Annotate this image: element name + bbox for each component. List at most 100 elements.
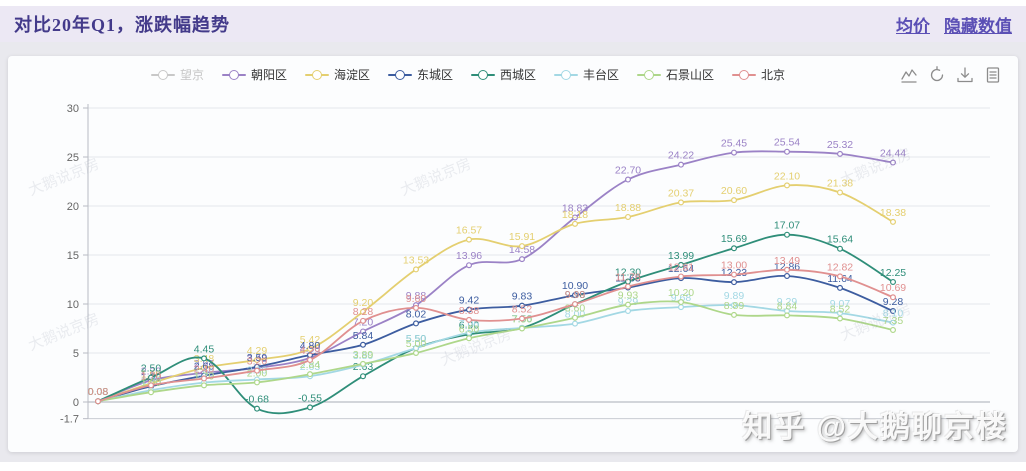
- legend-item-fengtai[interactable]: 丰台区: [554, 66, 619, 83]
- svg-text:3.89: 3.89: [353, 349, 374, 361]
- svg-text:3.80: 3.80: [353, 350, 374, 362]
- svg-text:12.30: 12.30: [615, 266, 641, 278]
- legend-line-dot-icon: [471, 69, 495, 80]
- chart-toolbar: [900, 66, 1002, 84]
- legend-label: 望京: [179, 68, 204, 82]
- toggle-line-chart-icon[interactable]: [900, 66, 918, 84]
- svg-text:2.63: 2.63: [300, 361, 321, 373]
- legend-item-beijing[interactable]: 北京: [732, 66, 785, 83]
- legend-item-dongcheng[interactable]: 东城区: [387, 66, 453, 83]
- chart-legend: 望京 朝阳区 海淀区 东城区 西城区 丰台区 石景山区 北京: [8, 66, 928, 83]
- legend-line-dot-icon: [637, 69, 662, 80]
- restore-icon[interactable]: [928, 66, 946, 84]
- svg-text:22.70: 22.70: [615, 165, 641, 177]
- svg-text:8.52: 8.52: [512, 304, 533, 316]
- svg-text:5.84: 5.84: [353, 330, 374, 342]
- svg-text:4.29: 4.29: [247, 345, 268, 357]
- svg-text:9.98: 9.98: [565, 289, 586, 301]
- svg-text:24.22: 24.22: [668, 150, 694, 162]
- svg-text:8.28: 8.28: [353, 306, 374, 318]
- header-bar: 对比20年Q1，涨跌幅趋势 均价 隐藏数值: [0, 6, 1026, 42]
- svg-text:-0.68: -0.68: [245, 394, 269, 406]
- svg-text:1.98: 1.98: [194, 368, 215, 380]
- svg-text:1.70: 1.70: [141, 370, 162, 382]
- svg-text:3.59: 3.59: [247, 352, 268, 364]
- svg-text:0.08: 0.08: [88, 386, 109, 398]
- svg-text:2.40: 2.40: [194, 363, 215, 375]
- legend-label: 朝阳区: [250, 68, 287, 82]
- data-view-icon[interactable]: [984, 66, 1002, 84]
- legend-item-wangjing[interactable]: 望京: [150, 66, 204, 83]
- svg-text:12.25: 12.25: [880, 267, 906, 279]
- svg-text:18.38: 18.38: [880, 207, 906, 219]
- svg-text:25: 25: [67, 152, 79, 164]
- series-丰台区: 0.081.201.982.302.633.805.507.067.568.00…: [88, 290, 904, 405]
- svg-text:4.29: 4.29: [300, 345, 321, 357]
- legend-item-shijingshan[interactable]: 石景山区: [637, 66, 714, 83]
- svg-text:0: 0: [73, 397, 79, 409]
- legend-label: 北京: [761, 68, 786, 82]
- svg-text:15.64: 15.64: [827, 234, 853, 246]
- svg-text:2.68: 2.68: [194, 361, 215, 373]
- svg-text:0.08: 0.08: [88, 386, 109, 398]
- legend-item-chaoyang[interactable]: 朝阳区: [221, 66, 287, 83]
- svg-text:5.50: 5.50: [406, 333, 427, 345]
- svg-text:8.38: 8.38: [459, 305, 480, 317]
- svg-text:9.83: 9.83: [512, 291, 533, 303]
- legend-item-xicheng[interactable]: 西城区: [471, 66, 536, 83]
- svg-text:0.08: 0.08: [88, 386, 109, 398]
- svg-text:20.37: 20.37: [668, 187, 694, 199]
- svg-text:10: 10: [67, 299, 79, 311]
- svg-text:8.02: 8.02: [406, 308, 427, 320]
- svg-text:5.42: 5.42: [300, 334, 321, 346]
- svg-text:18.88: 18.88: [615, 202, 641, 214]
- legend-line-dot-icon: [387, 69, 412, 80]
- svg-text:6.50: 6.50: [459, 323, 480, 335]
- svg-text:20: 20: [67, 201, 79, 213]
- svg-text:0.08: 0.08: [88, 386, 109, 398]
- svg-text:5: 5: [73, 348, 79, 360]
- svg-text:0.08: 0.08: [88, 386, 109, 398]
- legend-item-haidian[interactable]: 海淀区: [304, 66, 370, 83]
- svg-text:18.83: 18.83: [562, 202, 588, 214]
- hide-values-link[interactable]: 隐藏数值: [944, 16, 1012, 36]
- svg-text:13.99: 13.99: [668, 250, 694, 262]
- svg-text:9.60: 9.60: [406, 293, 427, 305]
- svg-text:9.42: 9.42: [459, 295, 480, 307]
- svg-text:10.90: 10.90: [562, 280, 588, 292]
- svg-text:1.90: 1.90: [141, 368, 162, 380]
- svg-text:18.18: 18.18: [562, 209, 588, 221]
- svg-text:25.45: 25.45: [721, 138, 747, 150]
- svg-text:13.96: 13.96: [456, 250, 482, 262]
- svg-text:16.57: 16.57: [456, 225, 482, 237]
- svg-text:-1.7: -1.7: [60, 414, 79, 426]
- svg-text:25.32: 25.32: [827, 139, 853, 151]
- line-chart-plot[interactable]: 302520151050-1.70.082.202.973.484.507.20…: [8, 94, 1018, 446]
- svg-text:8.10: 8.10: [883, 308, 904, 320]
- avg-price-link[interactable]: 均价: [896, 16, 930, 36]
- legend-line-dot-icon: [732, 69, 757, 80]
- svg-text:8.84: 8.84: [777, 300, 798, 312]
- svg-text:8.00: 8.00: [565, 309, 586, 321]
- svg-text:8.89: 8.89: [724, 300, 745, 312]
- series-石景山区: 0.081.001.702.002.843.895.006.507.508.60…: [88, 287, 904, 405]
- legend-line-dot-icon: [150, 69, 175, 80]
- legend-line-dot-icon: [221, 69, 246, 80]
- svg-text:13.49: 13.49: [774, 255, 800, 267]
- svg-text:9.28: 9.28: [883, 296, 904, 308]
- legend-label: 石景山区: [666, 68, 715, 82]
- download-icon[interactable]: [956, 66, 974, 84]
- svg-text:12.81: 12.81: [668, 261, 694, 273]
- svg-text:7.35: 7.35: [883, 315, 904, 327]
- series-北京: 0.081.702.403.204.298.289.608.38 8.529.99…: [88, 255, 906, 405]
- svg-text:12.82: 12.82: [827, 261, 853, 273]
- legend-label: 丰台区: [583, 68, 620, 82]
- svg-text:20.60: 20.60: [721, 185, 747, 197]
- svg-text:4.80: 4.80: [300, 340, 321, 352]
- svg-text:15.91: 15.91: [509, 231, 535, 243]
- svg-text:5.50: 5.50: [406, 333, 427, 345]
- svg-text:15.69: 15.69: [721, 233, 747, 245]
- chart-card: 望京 朝阳区 海淀区 东城区 西城区 丰台区 石景山区 北京 30 25 20 15 10 5 0 -1.7…: [8, 56, 1018, 452]
- svg-text:0.08: 0.08: [88, 386, 109, 398]
- svg-text:22.10: 22.10: [774, 170, 800, 182]
